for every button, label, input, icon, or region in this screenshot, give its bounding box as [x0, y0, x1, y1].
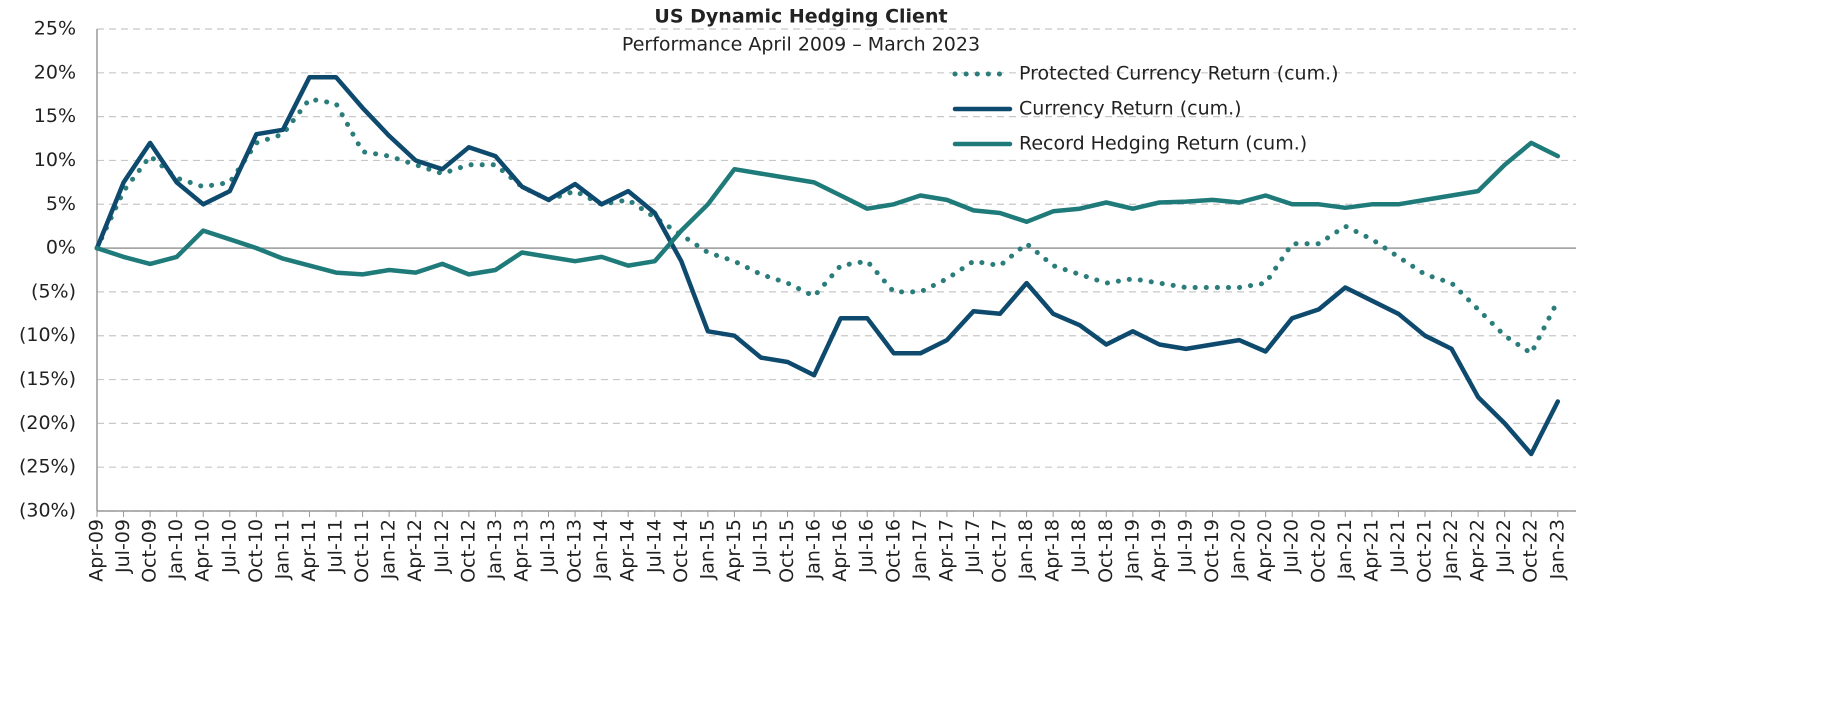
chart-subtitle: Performance April 2009 – March 2023	[622, 34, 980, 56]
series-line	[94, 140, 1561, 277]
x-tick-label: Jul-19	[1174, 519, 1196, 574]
series-line	[94, 96, 1561, 356]
x-tick-label: Jan-22	[1440, 519, 1462, 580]
x-tick-label: Jan-14	[590, 519, 612, 580]
x-tick-label: Oct-22	[1520, 519, 1542, 583]
x-tick-label: Apr-16	[829, 519, 851, 582]
y-tick-label: 15%	[34, 105, 76, 127]
x-tick-label: Oct-10	[245, 519, 267, 583]
x-tick-label: Oct-17	[989, 519, 1011, 583]
y-tick-label: (10%)	[19, 324, 76, 346]
x-tick-label: Jul-11	[325, 519, 347, 574]
x-tick-label: Apr-12	[404, 519, 426, 582]
x-tick-label: Oct-14	[670, 519, 692, 583]
x-tick-label: Oct-12	[457, 519, 479, 583]
x-tick-label: Apr-13	[510, 519, 532, 582]
x-tick-label: Jul-14	[643, 519, 665, 574]
x-tick-label: Jul-22	[1493, 519, 1515, 574]
legend-label: Currency Return (cum.)	[1019, 98, 1242, 120]
x-tick-label: Apr-11	[298, 519, 320, 582]
x-tick-label: Apr-20	[1254, 519, 1276, 582]
y-tick-label: 20%	[34, 61, 76, 83]
x-tick-label: Jul-18	[1068, 519, 1090, 574]
x-tick-label: Oct-16	[882, 519, 904, 583]
x-tick-label: Apr-19	[1148, 519, 1170, 582]
x-tick-label: Jul-12	[431, 519, 453, 574]
x-tick-label: Jan-23	[1546, 519, 1568, 580]
x-tick-label: Jul-16	[856, 519, 878, 574]
x-tick-label: Apr-14	[617, 519, 639, 582]
x-tick-label: Oct-15	[776, 519, 798, 583]
x-tick-label: Apr-18	[1042, 519, 1064, 582]
x-tick-label: Oct-19	[1201, 519, 1223, 583]
x-tick-label: Apr-21	[1360, 519, 1382, 582]
x-tick-label: Apr-22	[1467, 519, 1489, 582]
x-tick-label: Jul-13	[537, 519, 559, 574]
x-tick-label: Jul-21	[1387, 519, 1409, 574]
x-tick-label: Jul-17	[962, 519, 984, 574]
series-line	[94, 74, 1561, 457]
x-tick-label: Jan-12	[378, 519, 400, 580]
x-tick-label: Jan-10	[165, 519, 187, 580]
x-tick-label: Jan-15	[696, 519, 718, 580]
x-tick-label: Oct-20	[1307, 519, 1329, 583]
x-tick-label: Jan-20	[1228, 519, 1250, 580]
x-tick-label: Apr-17	[935, 519, 957, 582]
x-tick-label: Apr-15	[723, 519, 745, 582]
y-tick-label: 25%	[34, 18, 76, 40]
x-tick-label: Oct-18	[1095, 519, 1117, 583]
y-tick-label: 0%	[46, 237, 76, 259]
x-tick-label: Jan-13	[484, 519, 506, 580]
x-tick-label: Jan-21	[1334, 519, 1356, 580]
legend-label: Protected Currency Return (cum.)	[1019, 63, 1339, 85]
x-tick-label: Jul-15	[750, 519, 772, 574]
x-tick-label: Jan-16	[803, 519, 825, 580]
x-tick-label: Jan-19	[1121, 519, 1143, 580]
x-tick-label: Apr-09	[86, 519, 108, 582]
x-tick-label: Oct-21	[1414, 519, 1436, 583]
x-tick-label: Jul-10	[218, 519, 240, 574]
x-tick-label: Jan-18	[1015, 519, 1037, 580]
y-tick-label: 10%	[34, 149, 76, 171]
y-tick-label: (15%)	[19, 368, 76, 390]
y-tick-label: (5%)	[31, 280, 76, 302]
y-tick-label: 5%	[46, 193, 76, 215]
y-tick-label: (25%)	[19, 456, 76, 478]
x-tick-label: Jul-09	[112, 519, 134, 574]
x-tick-label: Oct-11	[351, 519, 373, 583]
x-tick-label: Oct-09	[139, 519, 161, 583]
chart-title: US Dynamic Hedging Client	[654, 6, 947, 28]
x-tick-label: Oct-13	[564, 519, 586, 583]
x-tick-label: Jan-11	[271, 519, 293, 580]
x-tick-label: Jan-17	[909, 519, 931, 580]
legend-label: Record Hedging Return (cum.)	[1019, 133, 1307, 155]
x-tick-label: Jul-20	[1281, 519, 1303, 574]
x-tick-label: Apr-10	[192, 519, 214, 582]
y-tick-label: (20%)	[19, 412, 76, 434]
y-tick-label: (30%)	[19, 500, 76, 522]
